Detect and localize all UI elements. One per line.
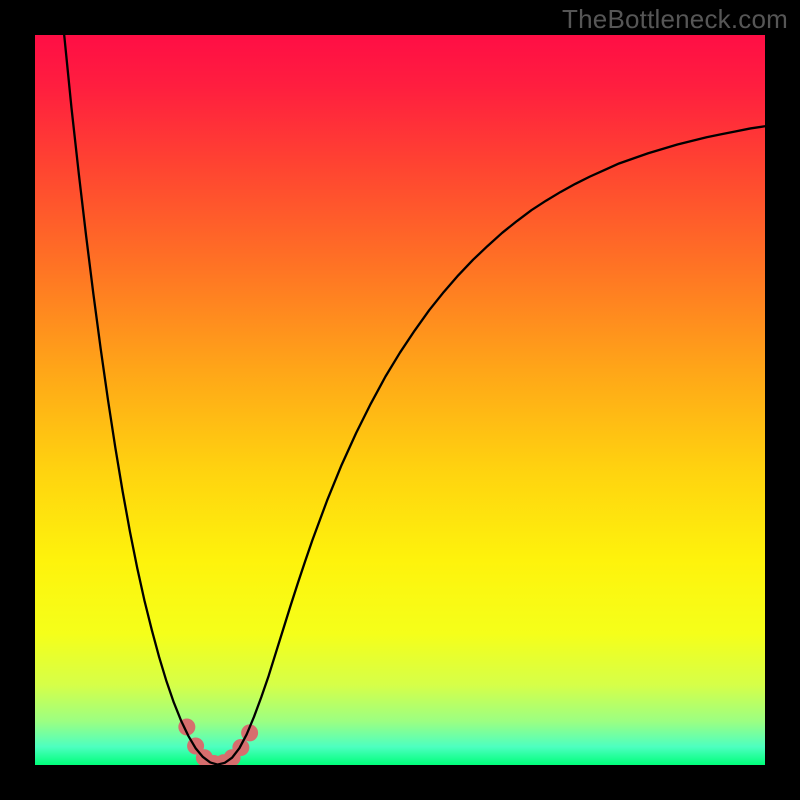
plot-area xyxy=(35,35,765,765)
watermark-text: TheBottleneck.com xyxy=(562,4,788,35)
bottleneck-curve-chart xyxy=(35,35,765,765)
chart-frame: TheBottleneck.com xyxy=(0,0,800,800)
gradient-background xyxy=(35,35,765,765)
